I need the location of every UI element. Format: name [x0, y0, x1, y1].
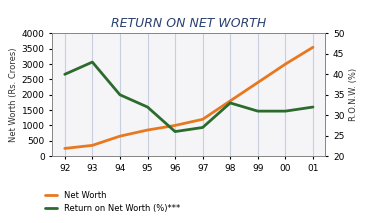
Y-axis label: Net Worth (Rs. Crores): Net Worth (Rs. Crores) — [9, 47, 18, 142]
Title: RETURN ON NET WORTH: RETURN ON NET WORTH — [111, 17, 267, 29]
Y-axis label: R.O.N.W. (%): R.O.N.W. (%) — [349, 68, 358, 121]
Legend: Net Worth, Return on Net Worth (%)***: Net Worth, Return on Net Worth (%)*** — [42, 188, 184, 217]
